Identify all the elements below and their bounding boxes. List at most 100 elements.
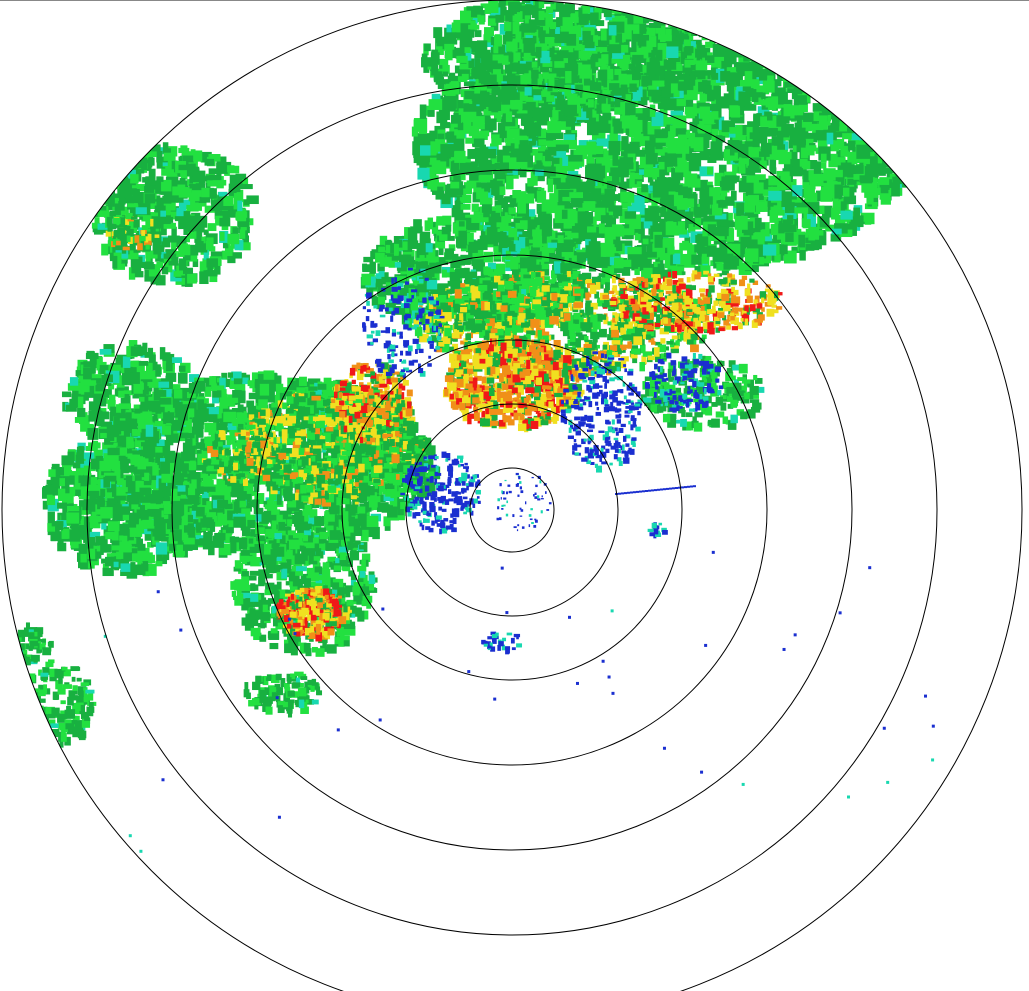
echo-cell (510, 257, 519, 270)
echo-cell (102, 184, 110, 194)
echo-cell (565, 71, 572, 84)
echo-cell (738, 161, 746, 174)
echo-cell (751, 45, 762, 59)
echo-cell (162, 142, 169, 154)
echo-cell (841, 104, 851, 112)
echo-cell (468, 125, 480, 137)
echo-cell (691, 254, 702, 265)
echo-cell (187, 231, 197, 239)
echo-cell (553, 132, 564, 140)
echo-cell (582, 105, 588, 112)
echo-cell (863, 89, 879, 98)
echo-cell (718, 24, 730, 33)
echo-cell (479, 197, 493, 205)
echo-cell (842, 187, 850, 197)
echo-cell (588, 257, 597, 272)
echo-cell (595, 145, 604, 155)
echo-cell (833, 171, 845, 186)
echo-cell (476, 182, 491, 193)
echo-cell (657, 165, 665, 180)
echo-cell (793, 63, 805, 76)
echo-cell (597, 95, 607, 104)
echo-cell (462, 111, 477, 123)
echo-cell (528, 19, 537, 32)
echo-cell (624, 47, 631, 61)
echo-cell (596, 138, 610, 147)
echo-cell (537, 131, 547, 146)
echo-cell (845, 186, 857, 193)
echo-cell (705, 207, 718, 215)
echo-cell (833, 93, 848, 102)
echo-cell (716, 187, 728, 202)
echo-cell (578, 227, 585, 241)
echo-cell (773, 102, 786, 109)
echo-cell (437, 133, 445, 140)
echo-cell (570, 112, 583, 123)
echo-cell (362, 263, 368, 271)
echo-cell (729, 79, 741, 87)
echo-cell (641, 75, 650, 87)
echo-cell (450, 181, 460, 189)
echo-cell (774, 27, 782, 36)
echo-cell (602, 104, 611, 113)
echo-cell (889, 114, 899, 123)
echo-cell (828, 103, 840, 110)
echo-cell (618, 181, 633, 189)
echo-cell (453, 162, 459, 175)
echo-cell (750, 33, 758, 44)
echo-cell (227, 256, 236, 264)
echo-cell (824, 50, 833, 62)
echo-cell (672, 253, 681, 265)
echo-cell (698, 256, 710, 271)
echo-cell (756, 85, 765, 93)
echo-cell (595, 178, 604, 191)
echo-cell (904, 149, 911, 161)
echo-cell (445, 224, 452, 232)
echo-cell (752, 140, 760, 148)
echo-cell (678, 81, 685, 91)
echo-cell (424, 43, 431, 52)
echo-cell (434, 161, 447, 175)
echo-cell (630, 137, 637, 146)
echo-cell (411, 240, 419, 249)
echo-cell (814, 75, 822, 86)
echo-cell (512, 189, 522, 199)
echo-cell (476, 40, 488, 51)
echo-cell (654, 129, 668, 139)
echo-cell (871, 75, 878, 88)
echo-cell (660, 34, 666, 43)
echo-cell (699, 218, 710, 226)
echo-cell (568, 154, 583, 162)
echo-cell (178, 164, 189, 171)
echo-cell (783, 132, 797, 141)
echo-cell (786, 28, 799, 38)
echo-cell (869, 79, 876, 93)
echo-cell (720, 71, 731, 82)
echo-cell (375, 252, 385, 263)
echo-cell (168, 235, 180, 243)
echo-cell (198, 174, 205, 187)
echo-cell (828, 102, 836, 110)
echo-cell (596, 123, 611, 133)
echo-cell (439, 234, 448, 241)
echo-cell (837, 89, 850, 98)
echo-cell (240, 184, 253, 190)
echo-cell (885, 117, 897, 130)
echo-cell (894, 161, 910, 175)
echo-cell (880, 196, 891, 205)
echo-cell (818, 71, 831, 85)
echo-cell (205, 175, 213, 181)
echo-cell (464, 29, 475, 38)
echo-cell (872, 74, 881, 81)
echo-cell (616, 0, 625, 12)
echo-cell (413, 149, 420, 158)
echo-cell (832, 91, 844, 98)
echo-cell (134, 271, 144, 278)
echo-cell (454, 200, 461, 210)
echo-cell (778, 157, 791, 165)
echo-cell (762, 189, 769, 196)
echo-cell (812, 41, 824, 51)
echo-cell (797, 70, 808, 83)
echo-cell (718, 14, 725, 21)
echo-cell (694, 244, 703, 253)
